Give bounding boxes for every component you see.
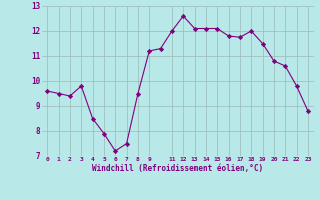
X-axis label: Windchill (Refroidissement éolien,°C): Windchill (Refroidissement éolien,°C) <box>92 164 263 173</box>
